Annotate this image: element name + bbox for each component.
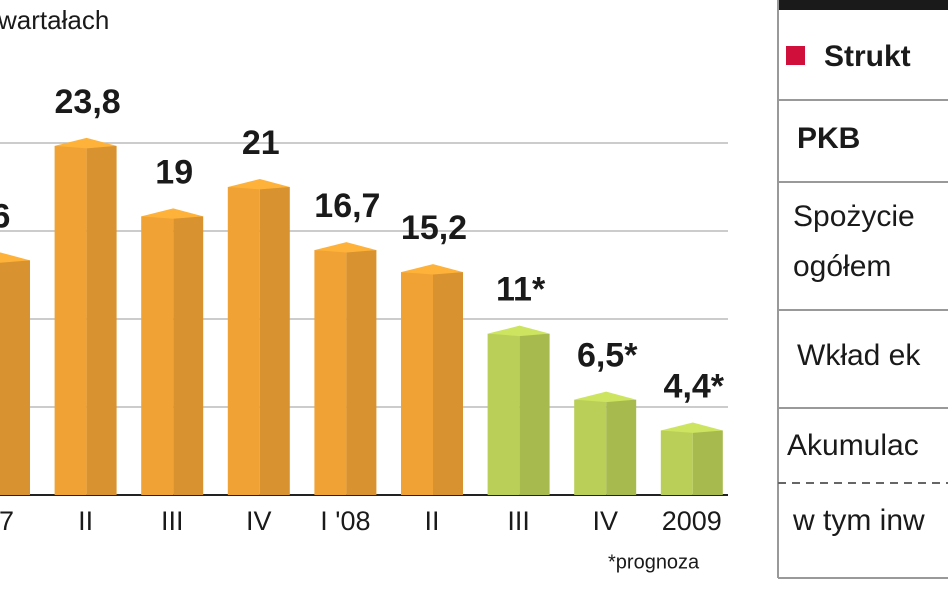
bar-front (141, 216, 174, 496)
row-label: Wkład ek (797, 339, 921, 372)
bar-side (346, 250, 377, 495)
bar-side (0, 260, 30, 495)
bar-top (487, 325, 550, 337)
value-label: 21 (242, 124, 280, 162)
value-label: 23,8 (55, 83, 121, 121)
bar-side (519, 333, 550, 495)
row-label: w tym inw (792, 504, 925, 537)
chart-subtitle: wartałach (0, 5, 109, 35)
bar-side (259, 187, 290, 495)
x-tick-label: I '08 (320, 506, 370, 536)
bar-side (606, 399, 637, 495)
row-label: PKB (797, 122, 860, 155)
value-label: 11* (496, 271, 546, 309)
x-tick-label: II (78, 506, 93, 536)
value-label: 15,2 (401, 209, 467, 247)
bar-top (227, 179, 290, 190)
bar-top (314, 242, 377, 253)
row-label: ogółem (793, 250, 891, 283)
footnote: *prognoza (608, 551, 700, 573)
plot: 07 6 II 23,8 III 19 IV 21 I '08 16,7 II 15,2 III 11* I… (0, 83, 728, 536)
bar-side (692, 430, 723, 495)
value-label: 6,5* (577, 337, 638, 375)
panel-bullet (786, 46, 805, 65)
bar-top (401, 264, 463, 275)
bar-side (433, 272, 463, 495)
x-tick-label: III (161, 506, 184, 536)
x-tick-label: II (424, 506, 439, 536)
bar-top (574, 391, 637, 403)
side-panel: Strukt PKB Spożycie ogółem Wkład ek Akum… (777, 0, 948, 579)
x-tick-label: IV (592, 506, 618, 536)
bar-front (401, 272, 433, 495)
row-label: Akumulac (787, 429, 919, 462)
value-label: 4,4* (664, 367, 725, 405)
x-tick-label: IV (246, 506, 272, 536)
value-label: 16,7 (314, 187, 380, 225)
bar-front (314, 250, 347, 495)
bar-front (227, 187, 260, 495)
bar-side (173, 216, 204, 496)
value-label: 19 (155, 153, 193, 191)
row-label: Spożycie (793, 200, 915, 233)
panel-title: Strukt (824, 40, 911, 73)
value-label: 6 (0, 197, 10, 235)
panel-top-bar (778, 0, 948, 10)
bar-side (86, 145, 117, 495)
x-tick-label: III (507, 506, 530, 536)
bar-top (660, 422, 723, 433)
x-tick-label: 2009 (662, 506, 722, 536)
bar-front (54, 145, 87, 495)
bar-top (54, 137, 117, 149)
x-tick-label: 07 (0, 506, 14, 536)
bar-front (487, 333, 520, 495)
bar-top (0, 252, 30, 263)
bar-top (141, 208, 204, 219)
bar-front (660, 430, 693, 495)
bar-front (574, 399, 607, 495)
